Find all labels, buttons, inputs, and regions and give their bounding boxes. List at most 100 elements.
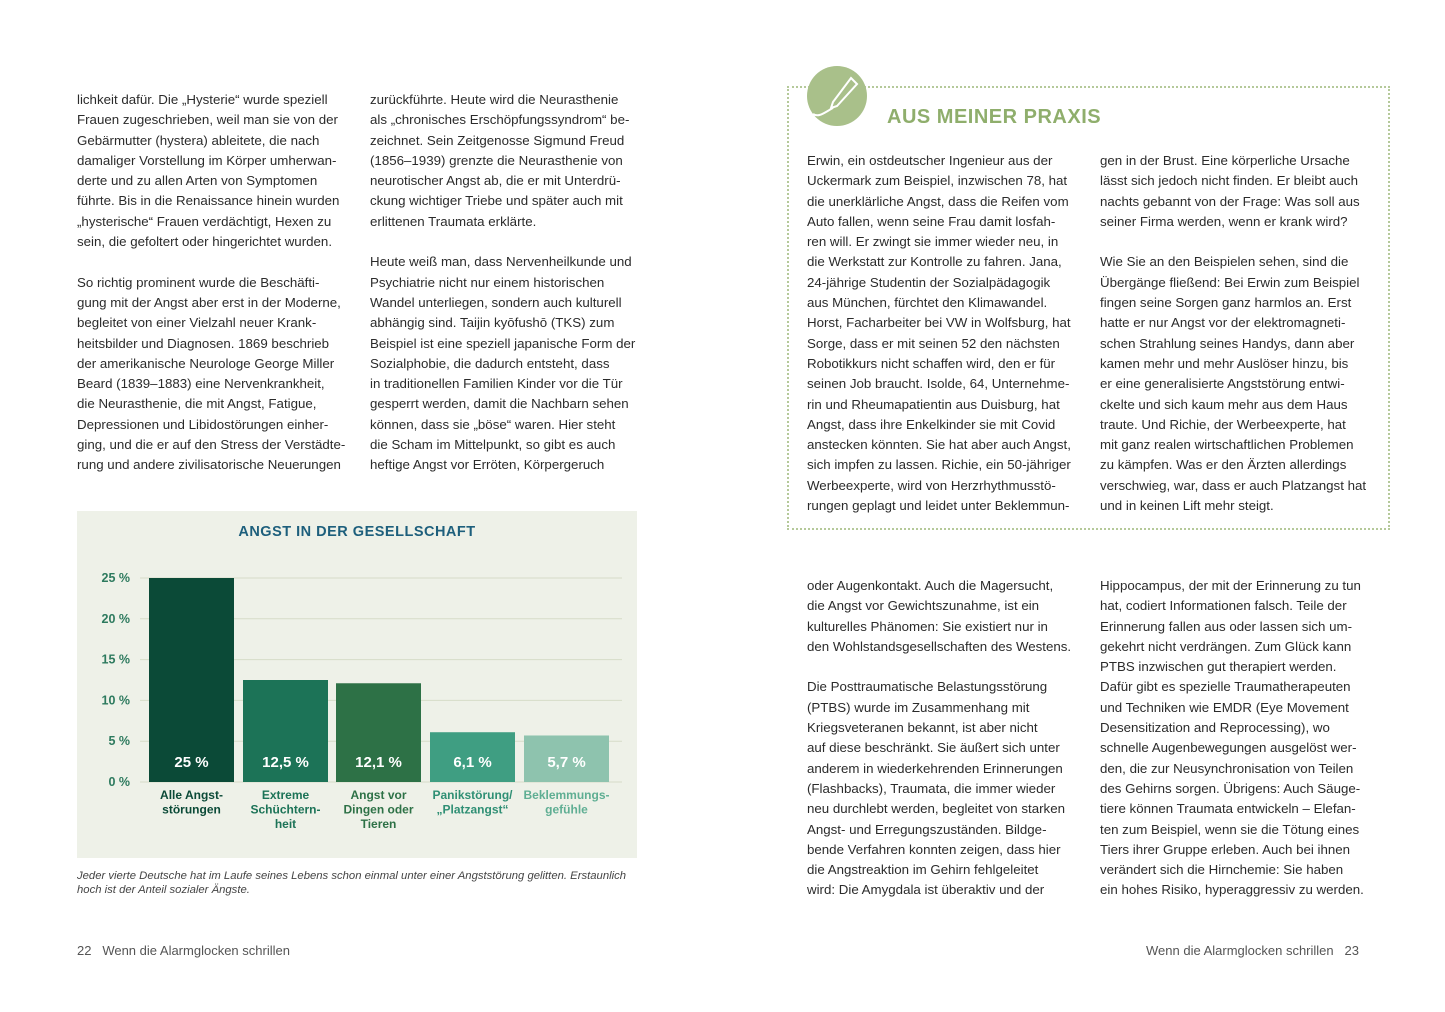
paragraph: So richtig prominent wurde die Beschäfti…: [77, 273, 357, 476]
text-line: lichkeit dafür. Die „Hysterie“ wurde spe…: [77, 92, 328, 107]
praxis-column-1: Erwin, ein ostdeutscher Ingenieur aus de…: [807, 151, 1087, 537]
text-line: neurotischer Angst ab, die er mit Unterd…: [370, 173, 621, 189]
text-line: hatte er nur Angst vor der elektromagnet…: [1100, 315, 1346, 331]
text-line: können, dass sie „böse“ waren. Hier steh…: [370, 416, 616, 432]
paragraph: oder Augenkontakt. Auch die Magersucht, d…: [807, 576, 1087, 657]
paragraph: lichkeit dafür. Die „Hysterie“ wurde spe…: [77, 90, 357, 252]
text-line: wird: Die Amygdala ist überaktiv und der: [807, 882, 1045, 898]
text-line: Psychiatrie nicht nur einem historischen: [370, 274, 605, 290]
text-line: Hippocampus, der mit der Erinnerung zu t…: [1100, 578, 1361, 593]
text-line: gung mit der Angst aber erst in der Mode…: [77, 294, 341, 310]
text-line: begleitet von einer Vielzahl neuer Krank…: [77, 315, 317, 331]
text-line: Werbeexperte, wird von Herzrhythmusstö-: [807, 477, 1056, 493]
text-line: die Angst vor Gewichtszunahme, ist ein: [807, 598, 1040, 614]
paragraph: zurückführte. Heute wird die Neurastheni…: [370, 90, 650, 232]
text-line: ckung wichtiger Triebe und später auch m…: [370, 193, 623, 209]
text-line: auf diese beschränkt. Sie äußert sich un…: [807, 740, 1060, 756]
text-line: den Wohlstandsgesellschaften des Westens…: [807, 638, 1072, 654]
text-line: Depressionen und Libidostörungen einher-: [77, 416, 329, 432]
text-line: Kriegsveteranen bekannt, ist aber nicht: [807, 720, 1038, 736]
paragraph: Hippocampus, der mit der Erinnerung zu t…: [1100, 576, 1380, 901]
text-line: 24-jährige Studentin der Sozialpädagogik: [807, 274, 1051, 290]
text-line: ten zum Beispiel, wenn sie die Tötung ei…: [1100, 821, 1360, 837]
text-line: kamen mehr und mehr Auslöser hinzu, bis: [1100, 355, 1349, 371]
bar: [430, 732, 515, 782]
text-line: und in keinen Lift mehr steigt.: [1100, 498, 1274, 514]
bar-chart: 0 % 5 % 10 % 15 % 20 % 25 % 25 % Alle Angst-stö…: [102, 571, 622, 831]
text-line: ren will. Er zwingt sie immer wieder neu…: [807, 234, 1059, 250]
text-line: der amerikanische Neurologe George Mille…: [77, 355, 335, 371]
running-title: Wenn die Alarmglocken schrillen: [102, 943, 290, 958]
text-line: Wie Sie an den Beispielen sehen, sind di…: [1100, 254, 1349, 270]
text-line: den, die zur Neusynchronisation von Teil…: [1100, 760, 1354, 776]
bar-value-label: 5,7 %: [547, 754, 585, 771]
text-line: gekehrt nicht verdrängen. Zum Glück kann: [1100, 638, 1352, 654]
text-line: (Flashbacks), Traumata, die immer wieder: [807, 780, 1056, 796]
paragraph: Heute weiß man, dass Nervenheilkunde und…: [370, 252, 650, 475]
text-line: in traditionellen Familien Kinder vor di…: [370, 376, 623, 392]
text-line: Heute weiß man, dass Nervenheilkunde und: [370, 254, 632, 270]
text-line: und Techniken wie EMDR (Eye Movement: [1100, 699, 1349, 715]
page-number: 22: [77, 943, 92, 958]
left-column-1: lichkeit dafür. Die „Hysterie“ wurde spe…: [77, 90, 357, 496]
category-label: Beklemmungs-gefühle: [523, 788, 609, 817]
category-label: Panikstörung/„Platzangst“: [432, 788, 513, 817]
text-line: seinen Job braucht. Isolde, 64, Unterneh…: [807, 376, 1070, 392]
praxis-title: AUS MEINER PRAXIS: [887, 106, 1102, 128]
text-line: gesperrt werden, damit die Nachbarn sehe…: [370, 396, 629, 412]
text-line: die Werkstatt zur Kontrolle zu fahren. J…: [807, 254, 1062, 270]
text-line: (1856–1939) grenzte die Neurasthenie von: [370, 152, 623, 168]
text-line: Sozialphobie, die dadurch entsteht, dass: [370, 355, 610, 371]
text-line: kulturelles Phänomen: Sie existiert nur …: [807, 618, 1048, 634]
text-line: ckelte und sich kaum mehr aus dem Haus: [1100, 396, 1348, 412]
text-line: Auto fallen, wenn seine Frau damit losfa…: [807, 213, 1056, 229]
text-line: rungen geplagt und leidet unter Beklemmu…: [807, 498, 1070, 514]
text-line: fingen seine Sorgen ganz harmlos an. Ers…: [1100, 295, 1352, 311]
footer-left: 22 Wenn die Alarmglocken schrillen: [77, 943, 290, 958]
text-line: PTBS inzwischen gut therapiert werden.: [1100, 659, 1337, 675]
text-line: Wandel unterliegen, sondern auch kulture…: [370, 294, 622, 310]
text-line: Robotikkurs nicht schaffen wird, den er …: [807, 355, 1056, 371]
text-line: Übergänge fließend: Bei Erwin zum Beispi…: [1100, 274, 1360, 290]
text-line: aus München, fürchtet den Klimawandel.: [807, 295, 1048, 311]
chart-box: ANGST IN DER GESELLSCHAFT 0 % 5 % 10 % 15 %…: [77, 511, 637, 858]
paragraph: Wie Sie an den Beispielen sehen, sind di…: [1100, 252, 1380, 516]
y-tick-label: 10 %: [102, 693, 131, 707]
text-line: ein hohes Risiko, hyperaggressiv zu werd…: [1100, 882, 1364, 898]
text-line: Sorge, dass er mit seinen 52 den nächste…: [807, 335, 1060, 351]
text-line: anstecken könnten. Sie hat aber auch Ang…: [807, 437, 1071, 453]
paragraph: Erwin, ein ostdeutscher Ingenieur aus de…: [807, 151, 1087, 516]
text-line: ging, und die er auf den Stress der Vers…: [77, 437, 346, 453]
text-line: abhängig sind. Taijin kyōfushō (TKS) zum: [370, 315, 615, 331]
text-line: er eine generalisierte Angststörung entw…: [1100, 376, 1345, 392]
text-line: traute. Und Richie, der Werbeexperte, ha…: [1100, 416, 1346, 432]
text-line: oder Augenkontakt. Auch die Magersucht,: [807, 578, 1054, 593]
y-tick-label: 0 %: [108, 775, 130, 789]
text-line: die Angstreaktion im Gehirn fehlgeleitet: [807, 862, 1039, 878]
paragraph: gen in der Brust. Eine körperliche Ursac…: [1100, 151, 1380, 232]
text-line: rin und Rheumapatientin aus Duisburg, ha…: [807, 396, 1060, 412]
text-line: tiere können Traumata entwickeln – Elefa…: [1100, 801, 1356, 817]
category-label: Extreme Schüchtern-heit: [250, 788, 320, 831]
text-line: heftige Angst vor Erröten, Körpergeruch: [370, 457, 605, 473]
text-line: Dafür gibt es spezielle Traumatherapeute…: [1100, 679, 1351, 695]
text-line: sein, die gefoltert oder hingerichtet wu…: [77, 234, 333, 250]
text-line: „hysterische“ Frauen verdächtigt, Hexen …: [77, 213, 332, 229]
text-line: So richtig prominent wurde die Beschäfti…: [77, 274, 320, 290]
text-line: Uckermark zum Beispiel, inzwischen 78, h…: [807, 173, 1068, 189]
text-line: rung und andere zivilisatorische Neuerun…: [77, 457, 341, 473]
text-line: bende Verfahren konnten zeigen, dass hie…: [807, 841, 1061, 857]
text-line: die Neurasthenie, die mit Angst, Fatigue…: [77, 396, 317, 412]
bar-value-label: 12,1 %: [355, 754, 402, 771]
right-column-1: oder Augenkontakt. Auch die Magersucht, d…: [807, 576, 1087, 921]
bar: [149, 578, 234, 782]
praxis-box: [787, 86, 1390, 530]
text-line: schnelle Augenbewegungen ausgelöst wer-: [1100, 740, 1357, 756]
right-column-2: Hippocampus, der mit der Erinnerung zu t…: [1100, 576, 1380, 921]
text-line: die Scham im Mittelpunkt, so gibt es auc…: [370, 437, 616, 453]
text-line: Frauen zugeschrieben, weil man sie von d…: [77, 112, 338, 128]
text-line: neu durchlebt werden, begleitet von star…: [807, 801, 1065, 817]
text-line: schen Strahlung seines Handys, dann aber: [1100, 335, 1355, 351]
text-line: sich impfen zu lassen. Richie, ein 50-jä…: [807, 457, 1071, 473]
text-line: derte und zu allen Arten von Symptomen: [77, 173, 318, 189]
